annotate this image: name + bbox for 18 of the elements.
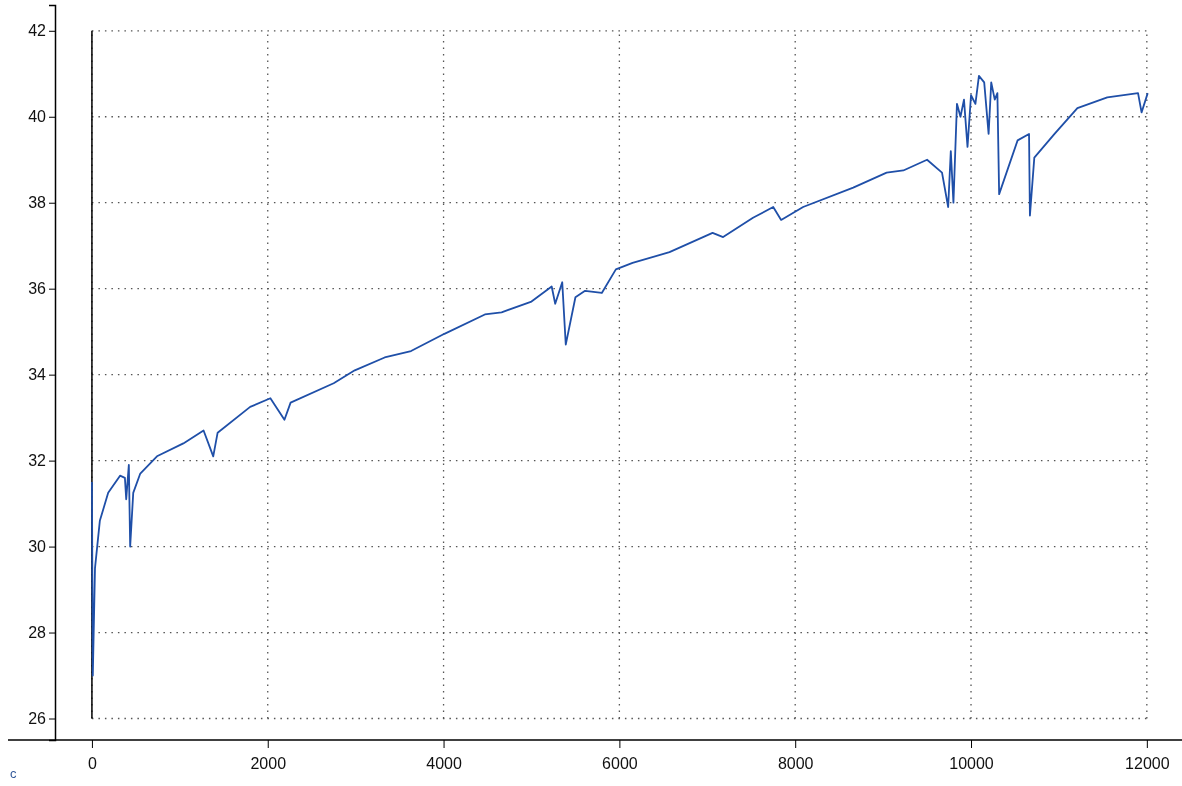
line-series (91, 75, 1149, 677)
x-tick-label: 0 (87, 754, 97, 772)
y-tick-label: 30 (28, 538, 47, 556)
x-tick-label: 2000 (250, 754, 287, 772)
y-tick-label: 38 (28, 194, 47, 212)
y-tick-label: 26 (28, 710, 47, 728)
x-tick-label: 6000 (602, 754, 638, 772)
x-tick-label: 12000 (1125, 754, 1170, 772)
y-tick-label: 42 (28, 22, 47, 40)
y-tick-label: 34 (28, 366, 47, 384)
x-tick-label: 10000 (949, 754, 994, 772)
x-tick-label: 8000 (777, 754, 814, 772)
y-tick-label: 36 (28, 280, 47, 298)
y-tick-label: 28 (28, 624, 47, 642)
y-tick-label: 40 (28, 108, 47, 126)
x-tick-label: 4000 (426, 754, 462, 772)
y-tick-label: 32 (28, 452, 47, 470)
text: c (10, 766, 17, 781)
